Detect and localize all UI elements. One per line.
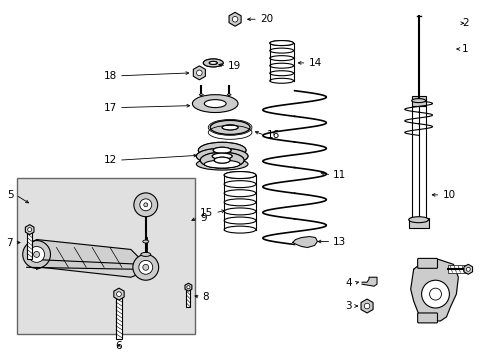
Bar xyxy=(408,218,427,228)
Polygon shape xyxy=(463,264,471,274)
Ellipse shape xyxy=(213,147,231,153)
Text: 2: 2 xyxy=(461,18,468,28)
Ellipse shape xyxy=(209,62,217,64)
Polygon shape xyxy=(193,66,205,80)
Ellipse shape xyxy=(142,240,148,243)
Text: 6: 6 xyxy=(116,341,122,351)
Text: 1: 1 xyxy=(461,44,468,54)
Polygon shape xyxy=(25,225,34,235)
Text: 14: 14 xyxy=(308,58,321,68)
Ellipse shape xyxy=(196,158,247,170)
Circle shape xyxy=(364,303,369,309)
Ellipse shape xyxy=(203,59,223,67)
Bar xyxy=(186,287,190,307)
Ellipse shape xyxy=(200,152,244,168)
Circle shape xyxy=(421,280,448,308)
Ellipse shape xyxy=(408,217,427,223)
Ellipse shape xyxy=(203,59,223,67)
Text: 15: 15 xyxy=(200,208,213,218)
Circle shape xyxy=(133,255,158,280)
Ellipse shape xyxy=(198,142,245,158)
Ellipse shape xyxy=(210,121,249,134)
Ellipse shape xyxy=(196,148,247,164)
Ellipse shape xyxy=(199,94,203,95)
Bar xyxy=(116,294,122,339)
Circle shape xyxy=(116,292,121,297)
Polygon shape xyxy=(361,277,376,286)
Ellipse shape xyxy=(141,252,150,256)
Ellipse shape xyxy=(212,153,232,159)
Ellipse shape xyxy=(222,125,238,130)
Text: 7: 7 xyxy=(6,238,13,248)
Text: 20: 20 xyxy=(259,14,272,24)
Ellipse shape xyxy=(214,157,230,163)
Text: 5: 5 xyxy=(7,190,14,200)
Text: 19: 19 xyxy=(228,61,241,71)
Circle shape xyxy=(29,247,44,262)
Ellipse shape xyxy=(198,142,245,158)
Ellipse shape xyxy=(204,100,225,108)
Ellipse shape xyxy=(269,41,293,46)
Polygon shape xyxy=(32,260,145,277)
Ellipse shape xyxy=(226,94,231,95)
Ellipse shape xyxy=(222,125,238,130)
Circle shape xyxy=(143,203,147,207)
Polygon shape xyxy=(360,299,372,313)
Polygon shape xyxy=(114,288,124,300)
Ellipse shape xyxy=(213,147,231,153)
Text: 18: 18 xyxy=(103,71,117,81)
Circle shape xyxy=(140,199,151,211)
Ellipse shape xyxy=(209,62,217,64)
Text: 9: 9 xyxy=(200,213,206,223)
Ellipse shape xyxy=(411,99,425,103)
FancyBboxPatch shape xyxy=(417,313,437,323)
Bar xyxy=(411,105,425,220)
FancyBboxPatch shape xyxy=(417,258,437,268)
Ellipse shape xyxy=(196,148,247,164)
Bar xyxy=(411,96,425,105)
Text: 3: 3 xyxy=(345,301,351,311)
Ellipse shape xyxy=(214,157,230,163)
Text: 16: 16 xyxy=(266,130,280,140)
Ellipse shape xyxy=(204,160,240,168)
Ellipse shape xyxy=(200,152,244,168)
Circle shape xyxy=(139,260,152,274)
Polygon shape xyxy=(27,239,142,269)
Polygon shape xyxy=(184,283,191,291)
Bar xyxy=(17,178,195,334)
Polygon shape xyxy=(228,12,241,26)
Circle shape xyxy=(466,267,469,271)
Circle shape xyxy=(232,17,237,22)
Circle shape xyxy=(134,193,157,217)
Polygon shape xyxy=(410,260,457,321)
Bar xyxy=(447,265,468,273)
Circle shape xyxy=(22,240,50,268)
Ellipse shape xyxy=(212,153,232,159)
Circle shape xyxy=(196,70,202,76)
Text: 4: 4 xyxy=(345,278,351,288)
Text: 17: 17 xyxy=(103,103,117,113)
Circle shape xyxy=(186,285,190,289)
Text: 10: 10 xyxy=(442,190,455,200)
Text: 12: 12 xyxy=(103,155,117,165)
Circle shape xyxy=(428,288,441,300)
Text: 13: 13 xyxy=(333,237,346,247)
Bar xyxy=(27,230,32,260)
Text: 11: 11 xyxy=(333,170,346,180)
Text: 8: 8 xyxy=(202,292,208,302)
Ellipse shape xyxy=(210,121,249,134)
Circle shape xyxy=(28,228,32,231)
Ellipse shape xyxy=(192,95,238,113)
Circle shape xyxy=(34,251,40,257)
Ellipse shape xyxy=(224,172,255,179)
Circle shape xyxy=(142,264,148,270)
Polygon shape xyxy=(292,237,317,247)
